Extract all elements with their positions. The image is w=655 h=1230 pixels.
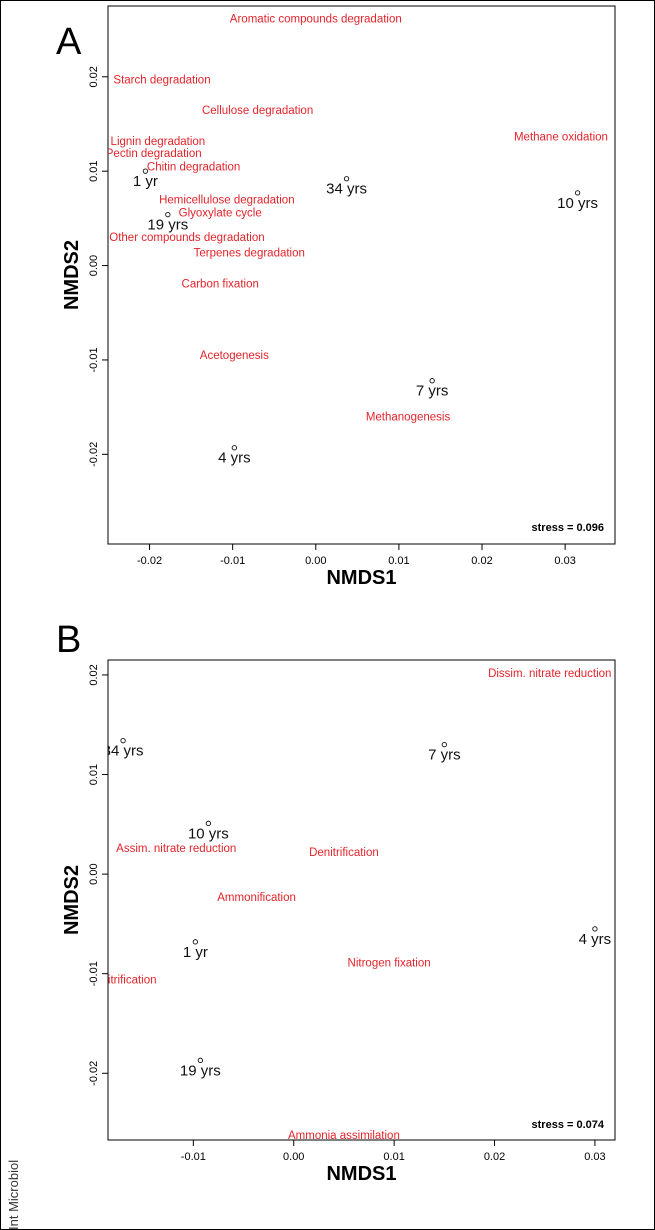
sample-label: 34 yrs <box>326 181 367 198</box>
x-axis-title: NMDS1 <box>326 567 396 589</box>
sample-point <box>343 176 350 182</box>
sample-label: 7 yrs <box>428 747 461 764</box>
y-axis-title: NMDS2 <box>61 865 83 935</box>
pathway-label: Acetogenesis <box>200 350 269 362</box>
sample-label: 1 yr <box>183 944 208 961</box>
panel-b: B -0.01 0.00 0.01 0.02 0.03 -0.02 -0.01 0.00 0.01… <box>56 619 616 1185</box>
x-tick-label: 0.00 <box>283 1151 304 1163</box>
sample-point <box>205 820 212 826</box>
sample-label: 1 yr <box>133 173 158 190</box>
pathway-label: Methanogenesis <box>366 412 451 424</box>
sample-point <box>165 211 171 218</box>
sample-point <box>192 939 198 945</box>
x-axis-title: NMDS1 <box>326 1163 396 1185</box>
x-tick-label: -0.02 <box>137 555 162 567</box>
y-tick-label: 0.02 <box>88 66 100 87</box>
sample-label: 7 yrs <box>416 383 449 400</box>
pathway-label: Other compounds degradation <box>109 232 264 244</box>
y-tick-label: -0.01 <box>88 347 100 372</box>
pathway-label: Terpenes degradation <box>194 247 305 259</box>
pathway-label: Chitin degradation <box>147 161 240 173</box>
x-tick-label: 0.01 <box>388 555 409 567</box>
pathway-label: Glyoxylate cycle <box>179 208 262 220</box>
pathway-label: Aromatic compounds degradation <box>230 13 402 25</box>
sample-label: 10 yrs <box>557 195 598 212</box>
sample-label: 10 yrs <box>188 825 229 842</box>
sample-label: 34 yrs <box>103 743 144 760</box>
pathway-label: Dissim. nitrate reduction <box>488 668 611 680</box>
y-tick-label: -0.02 <box>88 442 100 467</box>
x-tick-label: 0.01 <box>383 1151 404 1163</box>
x-tick-label: 0.02 <box>484 1151 505 1163</box>
stress-value: stress = 0.096 <box>532 522 604 534</box>
pathway-label: Denitrification <box>309 847 379 859</box>
y-tick-label: -0.01 <box>88 961 100 986</box>
pathway-label: Assim. nitrate reduction <box>116 843 236 855</box>
sample-point <box>574 190 581 196</box>
y-tick-label: 0.00 <box>88 863 100 884</box>
plot-content: Dissim. nitrate reduction Assim. nitrate … <box>100 668 612 1142</box>
x-tick-label: -0.01 <box>220 555 245 567</box>
stress-value: stress = 0.074 <box>532 1119 605 1131</box>
sample-point <box>429 378 435 384</box>
sample-point <box>231 445 237 451</box>
x-tick-label: 0.02 <box>471 555 492 567</box>
x-tick-label: 0.00 <box>305 555 326 567</box>
panel-label: A <box>56 21 82 63</box>
pathway-label: Methane oxidation <box>514 131 608 143</box>
sample-label: 4 yrs <box>579 931 612 948</box>
x-tick-label: 0.03 <box>584 1151 605 1163</box>
sample-point <box>592 926 598 932</box>
y-tick-label: 0.00 <box>88 255 100 276</box>
plot-frame <box>107 659 616 1141</box>
y-tick-label: 0.02 <box>88 664 100 685</box>
y-tick-label: 0.01 <box>88 764 100 785</box>
sample-point <box>197 1057 204 1063</box>
plot-content: Aromatic compounds degradation Starch deg… <box>106 13 608 467</box>
pathway-label: Nitrification <box>100 975 157 987</box>
sample-point <box>441 741 447 748</box>
plot-frame <box>107 5 616 545</box>
sample-label: 19 yrs <box>180 1062 221 1079</box>
pathway-label: Carbon fixation <box>182 278 259 290</box>
x-tick-label: 0.03 <box>554 555 575 567</box>
y-tick-label: -0.02 <box>88 1061 100 1086</box>
sample-label: 4 yrs <box>218 450 251 467</box>
panel-a: A -0.02 -0.01 0.00 0.01 0.02 0.03 -0.02 -0.01 0.0… <box>56 5 616 589</box>
sample-label: 19 yrs <box>147 217 188 234</box>
pathway-label: Cellulose degradation <box>202 105 313 117</box>
sample-point <box>120 738 126 744</box>
journal-label: Int Microbiol <box>6 1159 21 1230</box>
pathway-label: Ammonification <box>217 892 296 904</box>
y-axis-title: NMDS2 <box>61 240 83 310</box>
y-tick-label: 0.01 <box>88 160 100 181</box>
pathway-label: Ammonia assimilation <box>288 1130 400 1142</box>
panel-label: B <box>56 619 81 661</box>
pathway-label: Hemicellulose degradation <box>159 194 295 206</box>
pathway-label: Pectin degradation <box>106 148 202 160</box>
pathway-label: Nitrogen fixation <box>348 958 431 970</box>
pathway-label: Starch degradation <box>113 75 210 87</box>
x-tick-label: -0.01 <box>181 1151 206 1163</box>
sample-point <box>142 168 149 174</box>
pathway-label: Lignin degradation <box>111 136 206 148</box>
